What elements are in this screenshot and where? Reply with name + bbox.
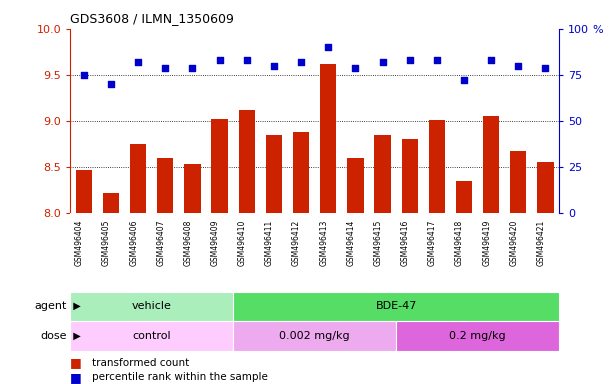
Text: vehicle: vehicle <box>132 301 172 311</box>
Text: GSM496415: GSM496415 <box>373 219 382 266</box>
Bar <box>211 119 228 213</box>
Bar <box>510 151 527 213</box>
Point <box>106 81 116 87</box>
Bar <box>396 321 559 351</box>
Point <box>432 57 442 63</box>
Bar <box>401 139 418 213</box>
Text: ■: ■ <box>70 356 86 369</box>
Point <box>459 77 469 83</box>
Bar <box>70 321 233 351</box>
Point <box>161 65 170 71</box>
Text: GSM496417: GSM496417 <box>428 219 437 266</box>
Text: transformed count: transformed count <box>92 358 189 368</box>
Text: 0.002 mg/kg: 0.002 mg/kg <box>279 331 350 341</box>
Bar <box>239 110 255 213</box>
Point <box>133 59 143 65</box>
Point <box>541 65 551 71</box>
Text: GSM496421: GSM496421 <box>536 219 546 266</box>
Text: agent: agent <box>35 301 67 311</box>
Bar <box>429 120 445 213</box>
Text: BDE-47: BDE-47 <box>375 301 417 311</box>
Bar <box>76 170 92 213</box>
Point <box>214 57 224 63</box>
Bar <box>375 135 390 213</box>
Point <box>242 57 252 63</box>
Point <box>486 57 496 63</box>
Bar <box>293 132 309 213</box>
Point <box>351 65 360 71</box>
Point <box>405 57 415 63</box>
Text: GSM496416: GSM496416 <box>401 219 410 266</box>
Point <box>513 63 523 69</box>
Bar <box>130 144 146 213</box>
Text: GSM496407: GSM496407 <box>156 219 166 266</box>
Bar <box>103 193 119 213</box>
Text: GSM496412: GSM496412 <box>292 219 301 266</box>
Text: GSM496420: GSM496420 <box>510 219 518 266</box>
Bar <box>266 135 282 213</box>
Text: GSM496410: GSM496410 <box>238 219 247 266</box>
Text: percentile rank within the sample: percentile rank within the sample <box>92 372 268 382</box>
Y-axis label: %: % <box>593 25 604 35</box>
Text: GDS3608 / ILMN_1350609: GDS3608 / ILMN_1350609 <box>70 12 234 25</box>
Text: GSM496419: GSM496419 <box>482 219 491 266</box>
Bar <box>233 321 396 351</box>
Bar <box>347 158 364 213</box>
Bar <box>233 292 559 321</box>
Text: GSM496405: GSM496405 <box>102 219 111 266</box>
Point <box>378 59 387 65</box>
Text: ■: ■ <box>70 371 86 384</box>
Bar <box>320 64 337 213</box>
Point <box>323 44 333 50</box>
Text: ▶: ▶ <box>67 331 81 341</box>
Point <box>79 72 89 78</box>
Bar <box>456 181 472 213</box>
Bar <box>537 162 554 213</box>
Text: GSM496409: GSM496409 <box>211 219 219 266</box>
Bar <box>70 292 233 321</box>
Text: control: control <box>133 331 171 341</box>
Text: GSM496408: GSM496408 <box>183 219 192 266</box>
Point <box>188 65 197 71</box>
Bar <box>157 158 174 213</box>
Text: GSM496406: GSM496406 <box>129 219 138 266</box>
Text: dose: dose <box>41 331 67 341</box>
Point <box>296 59 306 65</box>
Bar <box>185 164 200 213</box>
Bar <box>483 116 499 213</box>
Text: GSM496418: GSM496418 <box>455 219 464 266</box>
Text: GSM496414: GSM496414 <box>346 219 356 266</box>
Text: GSM496411: GSM496411 <box>265 219 274 266</box>
Text: GSM496404: GSM496404 <box>75 219 84 266</box>
Text: ▶: ▶ <box>67 301 81 311</box>
Point <box>269 63 279 69</box>
Text: GSM496413: GSM496413 <box>319 219 328 266</box>
Text: 0.2 mg/kg: 0.2 mg/kg <box>449 331 506 341</box>
